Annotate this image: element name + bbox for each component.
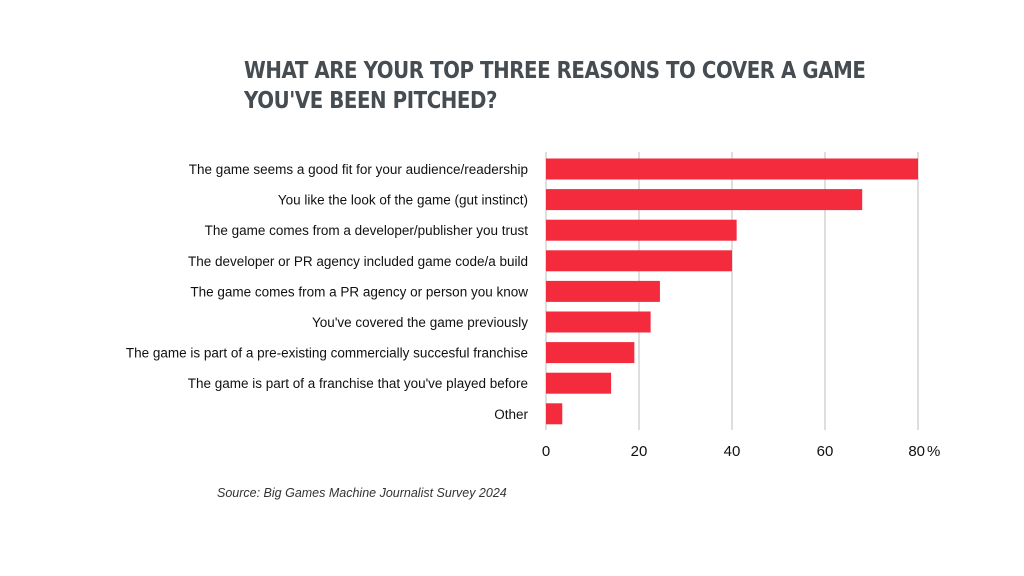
category-label-7: The game is part of a franchise that you… — [188, 376, 528, 391]
category-labels: The game seems a good fit for your audie… — [126, 162, 529, 422]
bar-4 — [546, 280, 660, 302]
bars — [546, 158, 918, 425]
category-label-5: You've covered the game previously — [312, 315, 528, 330]
x-tick-label-80: 80 — [908, 443, 925, 460]
category-label-2: The game comes from a developer/publishe… — [205, 223, 529, 238]
bar-1 — [546, 189, 863, 211]
category-label-0: The game seems a good fit for your audie… — [189, 162, 528, 177]
category-label-3: The developer or PR agency included game… — [188, 254, 528, 269]
bar-6 — [546, 342, 635, 364]
chart-title: WHAT ARE YOUR TOP THREE REASONS TO COVER… — [244, 56, 866, 116]
chart-title-line-1: WHAT ARE YOUR TOP THREE REASONS TO COVER… — [244, 58, 866, 84]
bar-7 — [546, 372, 612, 394]
bar-8 — [546, 403, 563, 425]
category-label-4: The game comes from a PR agency or perso… — [190, 284, 528, 299]
x-tick-label-20: 20 — [631, 443, 648, 460]
category-label-8: Other — [494, 407, 528, 422]
category-label-1: You like the look of the game (gut insti… — [278, 193, 528, 208]
x-axis-unit: % — [927, 443, 940, 460]
x-tick-label-40: 40 — [724, 443, 741, 460]
bar-5 — [546, 311, 651, 333]
bar-3 — [546, 250, 732, 272]
bar-2 — [546, 219, 737, 241]
x-axis-ticks: 0 20 40 60 80% — [542, 443, 941, 460]
bar-0 — [546, 158, 918, 180]
x-tick-label-60: 60 — [817, 443, 834, 460]
source-note: Source: Big Games Machine Journalist Sur… — [217, 486, 507, 500]
category-label-6: The game is part of a pre-existing comme… — [126, 346, 528, 361]
x-tick-label-0: 0 — [542, 443, 550, 460]
chart-title-line-2: YOU'VE BEEN PITCHED? — [244, 88, 498, 114]
